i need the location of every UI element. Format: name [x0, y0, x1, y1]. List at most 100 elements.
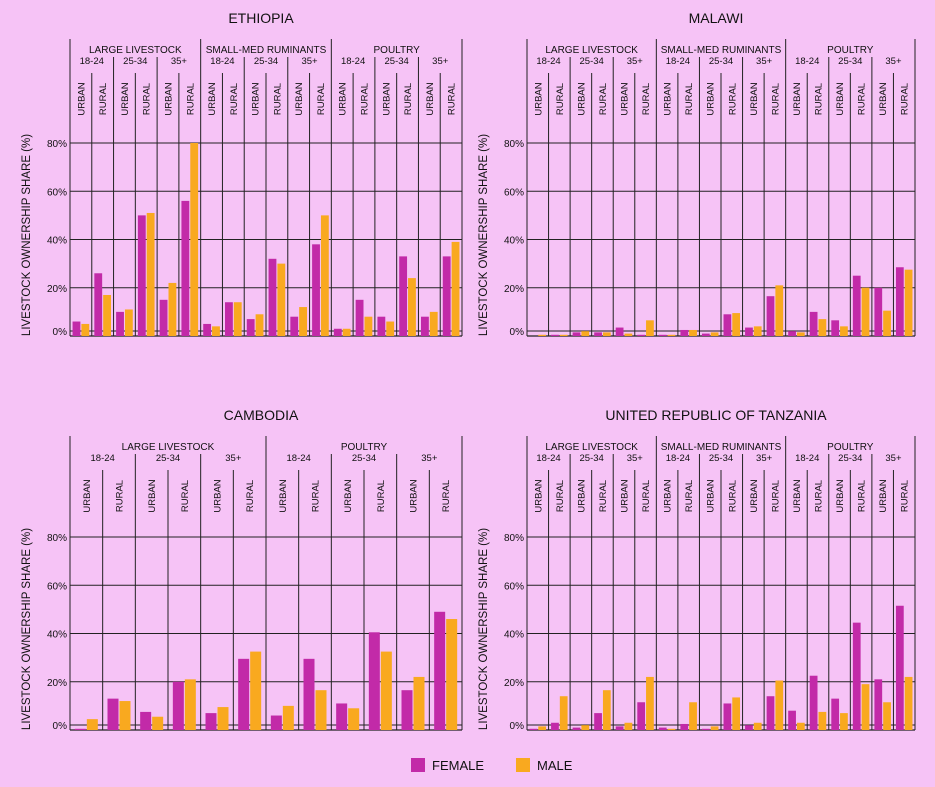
location-label: RURAL — [555, 83, 566, 115]
bar-female — [788, 710, 796, 730]
bar-male — [646, 676, 654, 730]
y-tick-label: 60% — [504, 187, 524, 198]
y-tick-label: 0% — [53, 721, 68, 732]
bar-male — [320, 215, 329, 336]
age-label: 35+ — [421, 453, 438, 464]
y-axis-label: LIVESTOCK OWNERSHIP SHARE (%) — [21, 134, 33, 336]
age-label: 25-34 — [352, 453, 376, 464]
age-label: 25-34 — [156, 453, 180, 464]
bar-male — [119, 701, 131, 730]
bar-male — [818, 711, 827, 730]
location-label: RURAL — [441, 480, 452, 512]
age-label: 18-24 — [91, 453, 115, 464]
age-label: 18-24 — [795, 453, 819, 464]
location-label: URBAN — [706, 479, 717, 512]
age-label: 25-34 — [123, 56, 147, 67]
location-label: RURAL — [900, 83, 911, 115]
bar-male — [775, 285, 784, 336]
location-label: RURAL — [185, 83, 196, 115]
y-tick-label: 0% — [510, 327, 525, 338]
location-label: RURAL — [272, 83, 283, 115]
group-label: POULTRY — [341, 442, 388, 453]
bar-female — [615, 327, 624, 336]
bar-male — [277, 263, 286, 336]
bar-female — [377, 316, 386, 336]
bar-male — [146, 212, 155, 336]
bar-female — [615, 726, 624, 730]
bar-male — [796, 332, 805, 336]
location-label: URBAN — [294, 82, 305, 115]
chart-title: CAMBODIA — [224, 407, 299, 423]
y-tick-label: 80% — [47, 139, 67, 150]
bar-female — [74, 728, 86, 730]
bar-male — [710, 332, 719, 336]
bar-male — [559, 696, 568, 730]
bar-male — [646, 320, 654, 336]
bar-male — [429, 311, 438, 336]
bar-female — [745, 725, 753, 730]
location-label: URBAN — [663, 82, 674, 115]
bar-female — [680, 723, 689, 730]
location-label: RURAL — [376, 480, 387, 512]
bar-female — [766, 696, 775, 730]
y-tick-label: 40% — [47, 630, 67, 641]
bar-male — [861, 684, 870, 730]
y-tick-label: 40% — [504, 236, 524, 247]
location-label: URBAN — [425, 82, 436, 115]
location-label: URBAN — [164, 82, 175, 115]
bar-female — [312, 244, 320, 336]
bar-male — [81, 323, 90, 336]
age-label: 35+ — [627, 453, 644, 464]
location-label: RURAL — [403, 83, 414, 115]
age-label: 18-24 — [795, 56, 819, 67]
bar-male — [732, 697, 741, 730]
location-label: URBAN — [82, 479, 93, 512]
bar-male — [168, 282, 177, 336]
bar-female — [336, 703, 348, 730]
location-label: URBAN — [343, 479, 354, 512]
age-label: 35+ — [225, 453, 242, 464]
legend-swatch-male — [516, 758, 530, 772]
location-label: RURAL — [598, 83, 609, 115]
location-label: URBAN — [278, 479, 289, 512]
bar-female — [766, 296, 775, 336]
location-label: RURAL — [115, 480, 126, 512]
age-label: 25-34 — [254, 56, 278, 67]
bar-female — [442, 256, 451, 336]
location-label: URBAN — [620, 479, 631, 512]
bar-male — [840, 326, 848, 336]
bar-male — [255, 314, 264, 336]
group-label: SMALL-MED RUMINANTS — [661, 45, 782, 56]
age-label: 25-34 — [580, 56, 604, 67]
location-label: RURAL — [311, 480, 322, 512]
bar-female — [895, 267, 904, 336]
bar-female — [159, 299, 168, 336]
bar-male — [152, 716, 164, 730]
y-tick-label: 60% — [504, 581, 524, 592]
bar-female — [723, 314, 732, 336]
bar-male — [212, 326, 220, 336]
bar-male — [103, 294, 112, 336]
age-label: 25-34 — [709, 453, 733, 464]
location-label: RURAL — [360, 83, 371, 115]
age-label: 18-24 — [341, 56, 365, 67]
bar-female — [831, 698, 840, 730]
bar-male — [364, 316, 373, 336]
bar-male — [282, 705, 294, 730]
bar-male — [602, 332, 611, 336]
location-label: RURAL — [684, 83, 695, 115]
location-label: RURAL — [98, 83, 109, 115]
bar-female — [268, 258, 277, 336]
y-tick-label: 20% — [47, 284, 67, 295]
bar-male — [904, 269, 913, 336]
location-label: URBAN — [835, 479, 846, 512]
age-label: 35+ — [756, 56, 773, 67]
location-label: RURAL — [641, 83, 652, 115]
y-tick-label: 20% — [504, 678, 524, 689]
location-label: URBAN — [749, 479, 760, 512]
bar-male — [124, 309, 133, 336]
bar-male — [861, 287, 870, 336]
y-tick-label: 60% — [47, 187, 67, 198]
location-label: RURAL — [770, 480, 781, 512]
